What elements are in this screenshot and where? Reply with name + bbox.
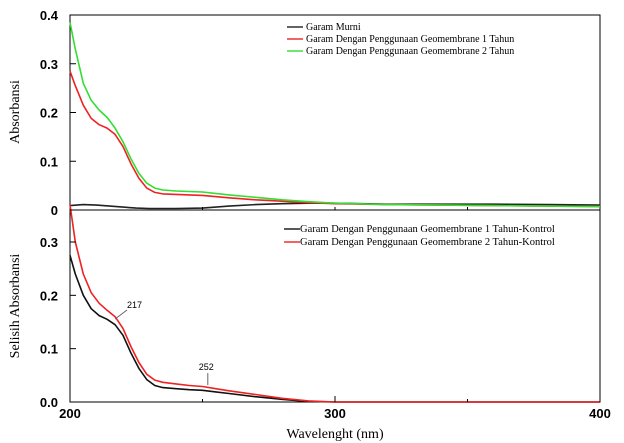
top-series-line-2 bbox=[69, 70, 601, 208]
top-y-tick-label: 0.3 bbox=[40, 57, 58, 72]
bottom-y-tick-label: 0.0 bbox=[40, 395, 58, 410]
bottom-y-tick-label: 0.2 bbox=[40, 288, 58, 303]
bottom-y-tick-label: 0.3 bbox=[40, 235, 58, 250]
bottom-series-lines bbox=[69, 204, 600, 403]
top-legend-label: Garam Dengan Penggunaan Geomembrane 2 Ta… bbox=[306, 46, 514, 57]
annotations: 217 252 bbox=[114, 300, 214, 386]
bottom-series-line-2 bbox=[69, 204, 600, 403]
x-tick-label: 200 bbox=[59, 406, 81, 421]
annotation-label: 217 bbox=[127, 300, 142, 310]
top-series-lines bbox=[69, 22, 601, 210]
top-y-tick-label: 0.1 bbox=[40, 154, 58, 169]
annotation-label: 252 bbox=[199, 362, 214, 372]
x-axis-title: Wavelenght (nm) bbox=[286, 427, 384, 442]
top-legend-label: Garam Dengan Penggunaan Geomembrane 1 Ta… bbox=[306, 34, 514, 45]
bottom-series-line-1 bbox=[69, 255, 600, 403]
top-y-axis-title: Absorbansi bbox=[8, 80, 23, 144]
x-tick-label: 400 bbox=[589, 406, 611, 421]
bottom-y-axis-title: Selisih Absorbansi bbox=[8, 254, 23, 359]
x-tick-label: 300 bbox=[324, 406, 346, 421]
bottom-ticks: 0.0 0.1 0.2 0.3 200 300 400 bbox=[40, 235, 611, 421]
top-series-line-1 bbox=[69, 202, 601, 210]
top-series-line-3 bbox=[69, 22, 601, 208]
bottom-legend-label: Garam Dengan Penggunaan Geomembrane 2 Ta… bbox=[300, 237, 555, 248]
annotation-leader bbox=[114, 309, 128, 320]
top-y-tick-label: 0.4 bbox=[40, 8, 59, 23]
bottom-legend: Garam Dengan Penggunaan Geomembrane 1 Ta… bbox=[284, 224, 555, 248]
bottom-y-tick-label: 0.1 bbox=[40, 342, 58, 357]
top-y-ticks: 0 0.1 0.2 0.3 0.4 bbox=[40, 8, 468, 218]
top-legend-label: Garam Murni bbox=[306, 22, 361, 33]
top-y-tick-label: 0.2 bbox=[40, 106, 58, 121]
bottom-legend-label: Garam Dengan Penggunaan Geomembrane 1 Ta… bbox=[300, 224, 555, 235]
top-y-tick-label: 0 bbox=[51, 203, 58, 218]
